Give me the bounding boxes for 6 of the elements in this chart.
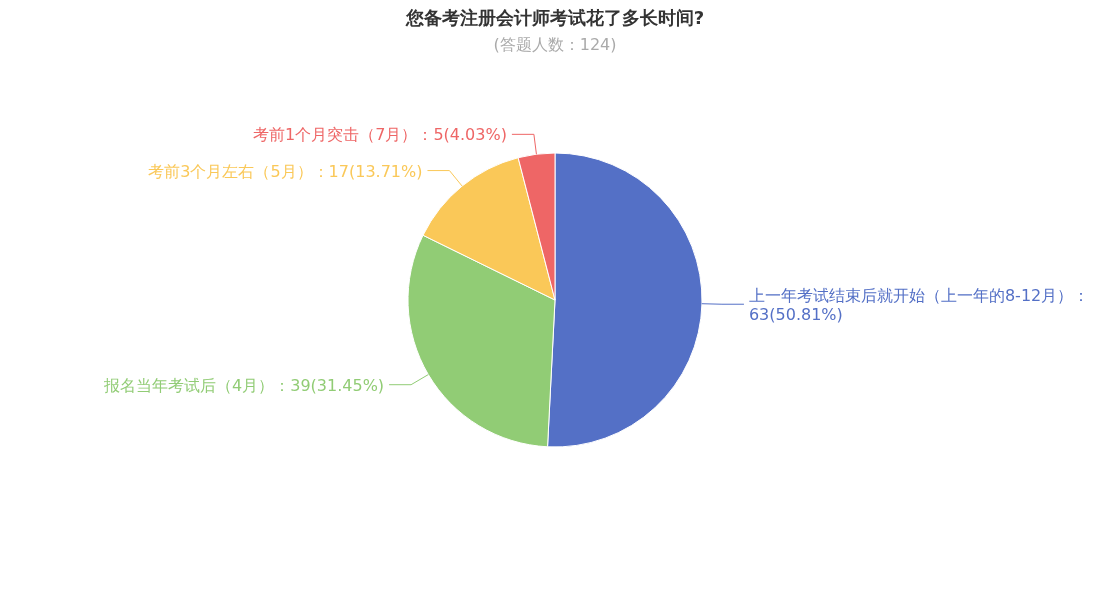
- chart-title: 您备考注册会计师考试花了多长时间?: [404, 7, 705, 28]
- slice-label: 考前3个月左右（5月）：17(13.71%): [148, 161, 423, 181]
- slice-label: 考前1个月突击（7月）：5(4.03%): [253, 124, 507, 144]
- chart-subtitle: (答题人数：124): [493, 35, 617, 54]
- slice-label: 上一年考试结束后就开始（上一年的8-12月）：63(50.81%): [748, 285, 1090, 324]
- slice-label: 报名当年考试后（4月）：39(31.45%): [103, 375, 385, 395]
